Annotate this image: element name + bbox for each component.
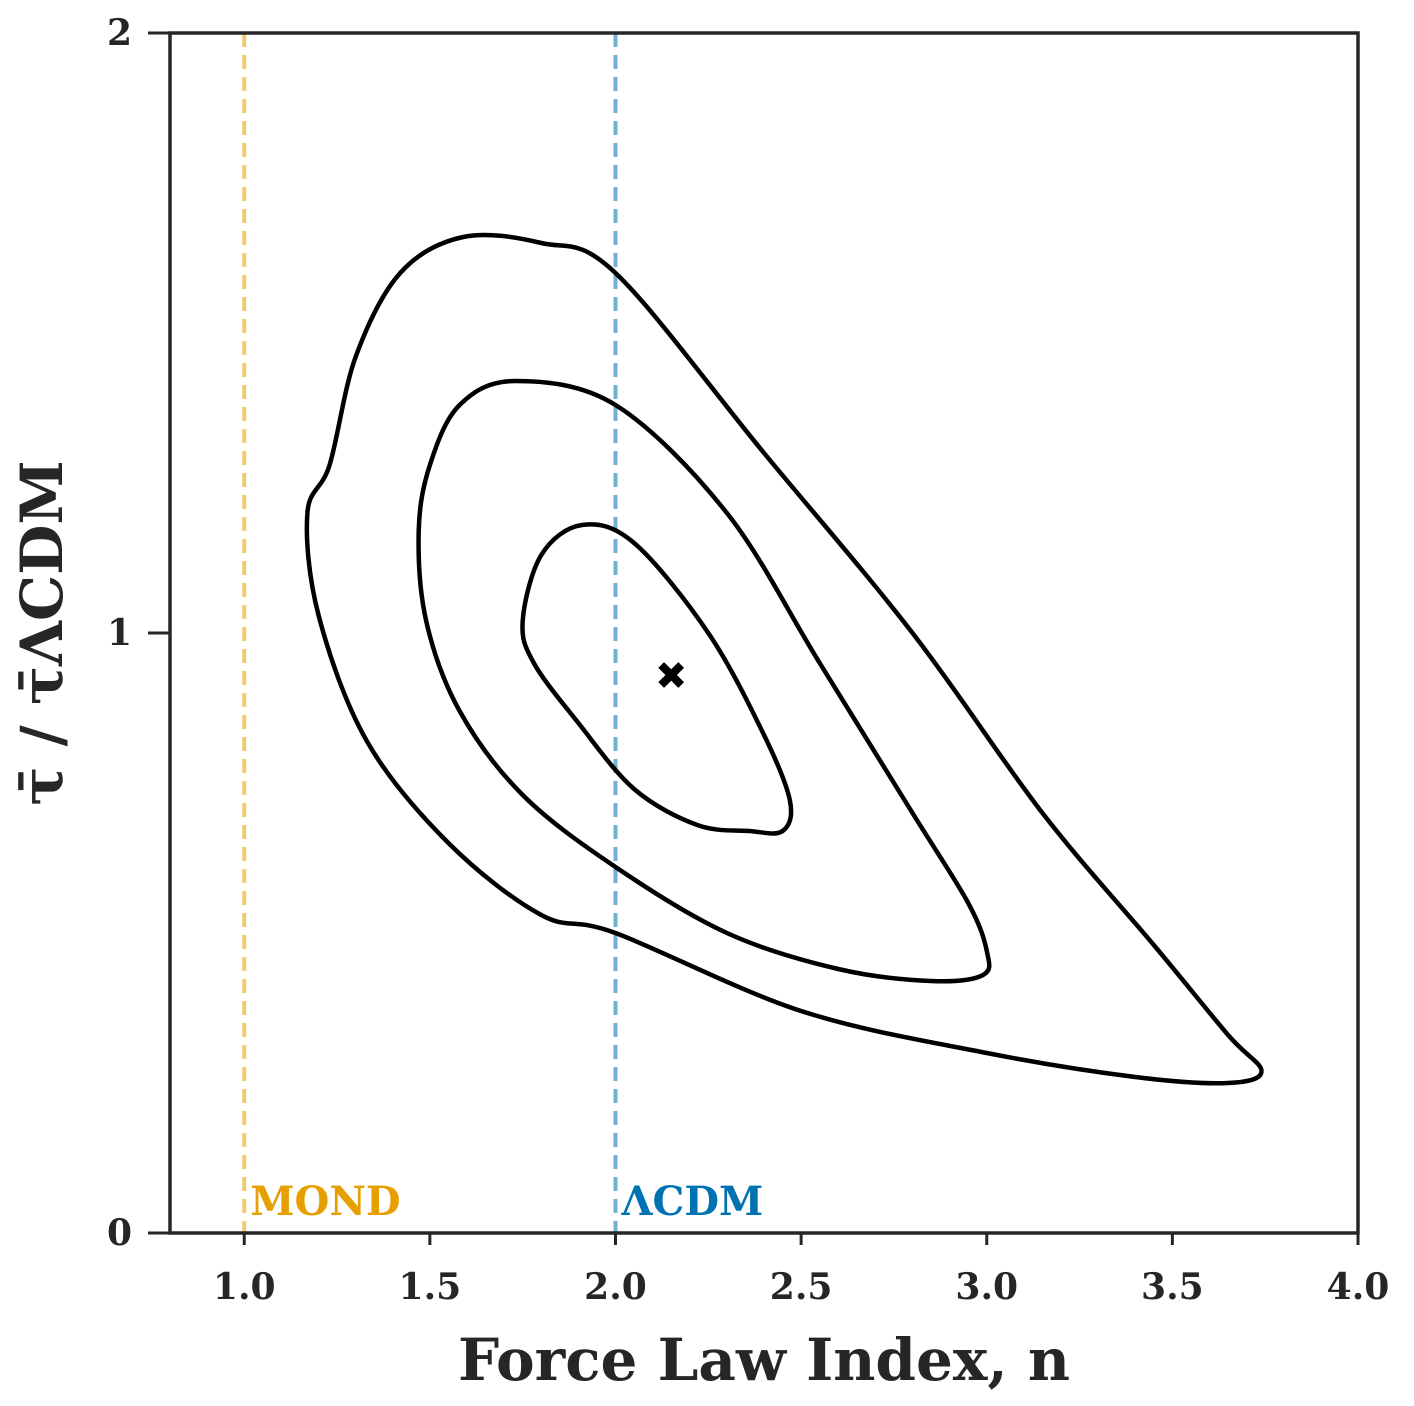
y-tick-label: 2	[107, 12, 132, 54]
x-tick-label: 1.5	[399, 1266, 462, 1308]
lcdm-label: ΛCDM	[621, 1178, 764, 1225]
best-fit-marker-group	[658, 662, 685, 688]
labels: Force Law Index, n τ̄ / τ̄ΛCDM	[8, 460, 1070, 1394]
mond-label: MOND	[250, 1178, 400, 1225]
axes: 1.0 1.5 2.0 2.5 3.0 3.5 4.0 0 1 2	[107, 12, 1389, 1308]
reference-lines: MOND ΛCDM	[242, 33, 764, 1233]
x-tick-label: 3.5	[1141, 1266, 1204, 1308]
y-axis-title: τ̄ / τ̄ΛCDM	[8, 460, 76, 805]
best-fit-marker	[658, 662, 685, 688]
contours	[304, 232, 1264, 1086]
y-tick-label: 0	[107, 1212, 132, 1254]
contour-inner	[520, 522, 794, 836]
x-tick-label: 4.0	[1327, 1266, 1390, 1308]
y-tick-label: 1	[107, 612, 132, 654]
x-tick-label: 2.5	[770, 1266, 833, 1308]
x-tick-label: 3.0	[955, 1266, 1018, 1308]
contour-middle	[416, 378, 992, 984]
x-tick-label: 1.0	[213, 1266, 276, 1308]
x-tick-label: 2.0	[584, 1266, 647, 1308]
x-axis-title: Force Law Index, n	[458, 1326, 1070, 1394]
contour-outer	[304, 232, 1264, 1086]
plot-frame	[168, 31, 1360, 1235]
